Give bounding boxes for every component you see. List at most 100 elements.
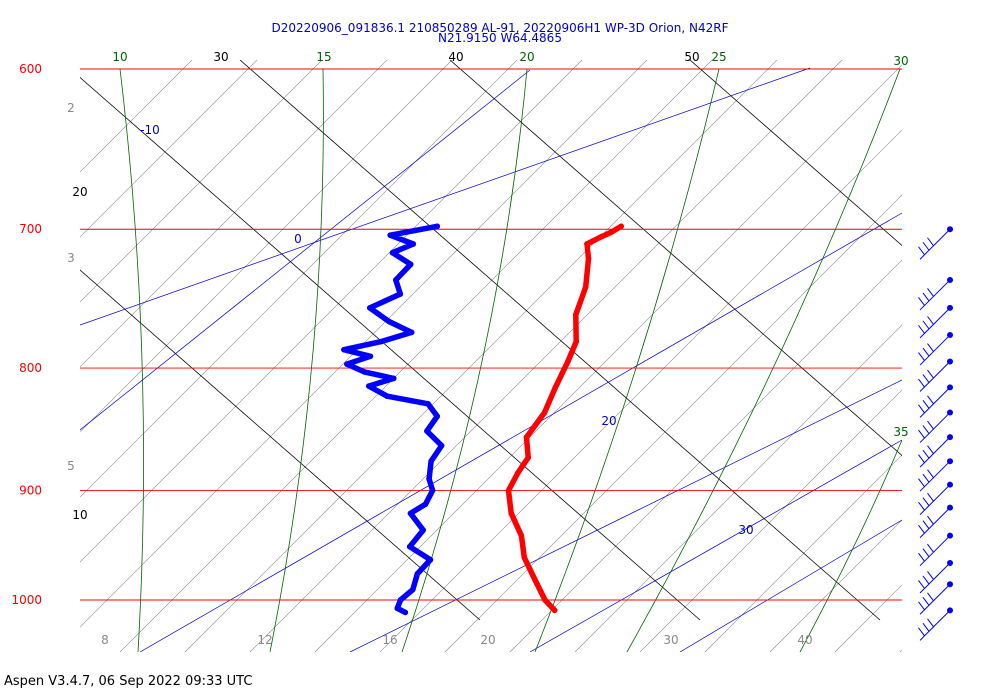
- chart-title-line1: D20220906_091836.1 210850289 AL-91, 2022…: [271, 21, 729, 35]
- moist-adiabat-label: 15: [316, 50, 331, 64]
- chart-title-line2: N21.9150 W64.4865: [438, 31, 562, 45]
- wind-barb-feather: [922, 374, 930, 383]
- mixing-ratio-line: [80, 67, 811, 326]
- mixing-ratio-label: 30: [738, 523, 753, 537]
- isotherm-line: [449, 60, 902, 457]
- wind-barb: [918, 532, 953, 567]
- wind-barb-feather: [927, 316, 934, 325]
- wind-barb-feather: [918, 601, 925, 611]
- dry-adiabat-line: [80, 60, 323, 303]
- isobar-label: 700: [19, 222, 42, 236]
- mixing-ratio-line: [679, 519, 902, 652]
- wind-barb-feather: [918, 552, 925, 562]
- dewpoint-point: [367, 353, 374, 360]
- wind-barb-feather: [918, 378, 925, 388]
- wind-barb-staff: [919, 460, 951, 492]
- dewpoint-profile: [341, 223, 445, 616]
- isobar-label: 900: [19, 483, 42, 497]
- dry-adiabat-line: [704, 454, 902, 652]
- wind-barb-staff: [919, 484, 951, 516]
- dry-adiabat-label: 2: [67, 101, 75, 115]
- wind-barb-staff: [919, 562, 951, 594]
- dry-adiabat-line: [509, 259, 902, 652]
- dry-adiabat-label: 3: [67, 251, 75, 265]
- wind-barb-feather: [922, 320, 930, 330]
- dewpoint-point: [408, 329, 415, 336]
- wind-barb-staff: [919, 535, 951, 567]
- wind-barb-feather: [918, 404, 925, 414]
- moist-adiabat-label: 10: [112, 50, 127, 64]
- wind-barb-feather: [927, 571, 934, 580]
- wind-barb-feather: [922, 292, 930, 302]
- wind-barb: [918, 559, 953, 594]
- wind-barb-feather: [918, 325, 925, 334]
- dry-adiabat-line: [80, 60, 518, 498]
- dry-adiabat-label: 5: [67, 459, 75, 473]
- moist-adiabat-line: [534, 68, 720, 652]
- isotherm-label: 10: [72, 508, 87, 522]
- isotherm-label: 50: [684, 50, 699, 64]
- dewpoint-point: [393, 277, 399, 283]
- isotherm-line: [80, 269, 481, 621]
- moist-adiabat-line: [401, 68, 528, 652]
- dry-adiabat-line: [184, 60, 778, 652]
- dry-adiabat-line: [444, 194, 902, 652]
- wind-barb-feather: [927, 592, 934, 602]
- wind-barb: [918, 409, 953, 443]
- dry-adiabat-line: [80, 60, 453, 433]
- wind-barb: [918, 332, 953, 366]
- wind-barb-staff: [919, 361, 951, 392]
- wind-barb-feather: [922, 449, 930, 459]
- dewpoint-point: [407, 261, 414, 268]
- wind-barb: [918, 304, 953, 339]
- moist-adiabat-label: 30: [893, 54, 908, 68]
- mixing-ratio-line: [80, 69, 531, 431]
- wind-barb-feather: [927, 445, 934, 454]
- moist-adiabat-label: 20: [519, 50, 534, 64]
- moist-adiabat-line: [119, 68, 144, 652]
- wind-barb-feather: [922, 473, 930, 483]
- wind-barb-feather: [927, 369, 934, 379]
- dewpoint-point: [424, 428, 430, 434]
- temperature-point: [582, 284, 589, 290]
- wind-barb-feather: [918, 580, 925, 589]
- wind-barb-staff: [919, 307, 951, 339]
- temperature-point: [552, 384, 559, 391]
- wind-barb-feather: [922, 548, 930, 557]
- dry-adiabat-line: [314, 64, 902, 652]
- wind-barb: [918, 504, 953, 539]
- mixing-ratio-line: [139, 212, 902, 652]
- dry-adiabat-line: [80, 60, 583, 563]
- wind-barb-feather: [918, 429, 925, 439]
- wind-barb-feather: [927, 492, 934, 502]
- moist-adiabat-line: [799, 439, 902, 652]
- mixing-ratio-label: 0: [294, 232, 302, 246]
- dewpoint-point: [438, 442, 445, 449]
- bottom-axis-label: 40: [797, 633, 812, 647]
- wind-barb-feather: [922, 425, 930, 434]
- wind-barb-feather: [927, 469, 934, 478]
- temperature-point: [598, 233, 605, 240]
- wind-barb-feather: [922, 241, 930, 251]
- wind-barb: [918, 226, 953, 260]
- dewpoint-point: [377, 338, 384, 345]
- temperature-point: [551, 607, 558, 614]
- dewpoint-point: [365, 383, 372, 389]
- mixing-ratio-label: 20: [601, 414, 616, 428]
- dry-adiabat-line: [769, 519, 902, 652]
- temperature-point: [573, 338, 580, 345]
- temperature-point: [521, 554, 528, 561]
- dry-adiabat-line: [249, 60, 843, 652]
- wind-barb-staff: [919, 583, 951, 615]
- dry-adiabat-line: [574, 324, 902, 652]
- wind-barb-feather: [922, 623, 930, 632]
- wind-barb-staff: [919, 412, 951, 443]
- wind-barb-feather: [918, 297, 925, 306]
- temperature-point: [531, 576, 538, 582]
- dewpoint-point: [397, 597, 404, 603]
- dry-adiabat-line: [639, 389, 902, 652]
- dry-adiabat-line: [80, 60, 193, 173]
- dewpoint-point: [341, 346, 347, 353]
- dewpoint-point: [394, 605, 401, 612]
